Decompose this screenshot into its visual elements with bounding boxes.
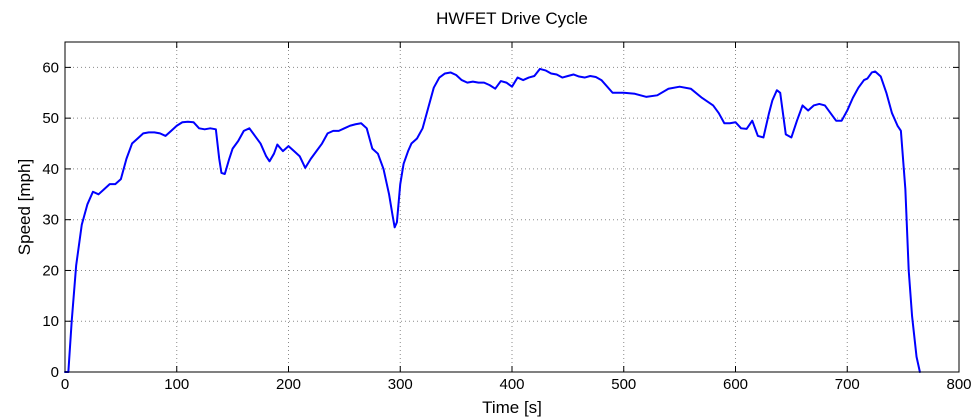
x-tick-label: 200 [276,376,301,393]
series-layer [64,67,921,373]
y-tick-label: 0 [51,364,59,381]
y-tick-label: 40 [42,161,59,178]
y-axis-label: Speed [mph] [15,159,34,255]
x-tick-label: 300 [388,376,413,393]
x-tick-label: 800 [946,376,971,393]
y-tick-label: 60 [42,59,59,76]
x-tick-label: 600 [723,376,748,393]
x-tick-label: 100 [164,376,189,393]
x-tick-label: 400 [499,376,524,393]
x-axis-label: Time [s] [482,398,542,417]
x-tick-label: 500 [611,376,636,393]
y-tick-label: 20 [42,262,59,279]
x-tick-label: 700 [835,376,860,393]
chart-title: HWFET Drive Cycle [436,9,588,28]
y-tick-label: 30 [42,212,59,229]
plot-frame [64,41,960,373]
grid-lines [65,42,959,372]
x-tick-label: 0 [61,376,69,393]
y-tick-label: 50 [42,110,59,127]
y-tick-label: 10 [42,313,59,330]
y-tick-labels: 0 10 20 30 40 50 60 [42,59,59,381]
speed-series-line [64,67,921,373]
x-tick-labels: 0 100 200 300 400 500 600 700 800 [61,376,972,393]
